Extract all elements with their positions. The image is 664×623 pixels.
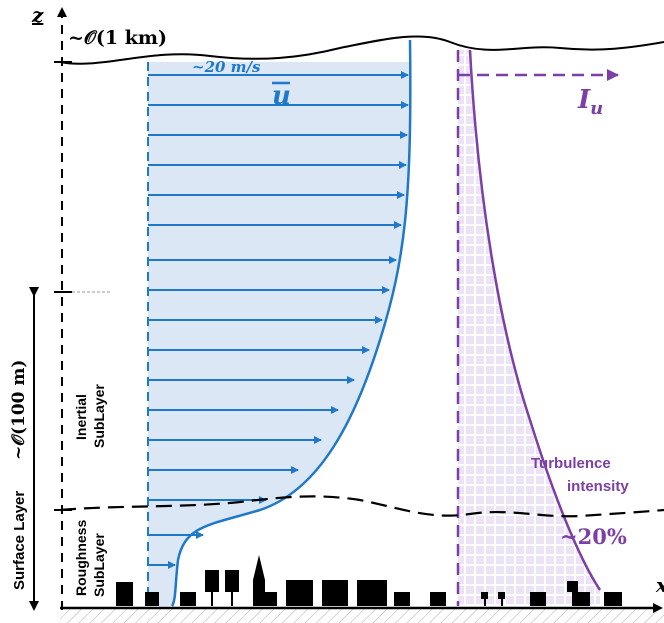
velocity-profile-area: [148, 62, 411, 606]
ground-hatch: [60, 608, 664, 623]
turbulence-profile-area: [458, 50, 600, 606]
boundary-layer-top-line: [59, 35, 664, 65]
turbulence-intensity-symbol: Iu: [577, 85, 603, 119]
mean-velocity-symbol: u: [272, 81, 291, 111]
turbulence-value: ~20%: [560, 524, 627, 549]
turbulence-profile-curve: [468, 49, 602, 591]
boundary-layer-height-label: ~𝒪(1 km): [68, 27, 167, 49]
urban-canopy: [116, 555, 622, 606]
z-axis-label: z: [31, 3, 44, 27]
inertial-sublayer-line1: Inertial: [73, 394, 89, 440]
turbulence-label-line1: Turbulence: [531, 455, 611, 472]
inertial-sublayer-line2: SubLayer: [91, 384, 107, 448]
x-axis-label: x: [655, 573, 664, 597]
roughness-sublayer-line1: Roughness: [73, 520, 89, 596]
velocity-profile-curve: [170, 39, 412, 607]
roughness-sublayer-line2: SubLayer: [91, 533, 107, 597]
turbulence-label-line2: intensity: [567, 478, 629, 495]
surface-layer-height-label: ~𝒪(100 m): [9, 360, 29, 460]
free-stream-velocity-label: ~20 m/s: [192, 58, 261, 76]
roughness-sublayer-top-line: [59, 495, 664, 518]
velocity-arrows: [148, 71, 409, 569]
surface-layer-label: Surface Layer: [11, 491, 28, 590]
